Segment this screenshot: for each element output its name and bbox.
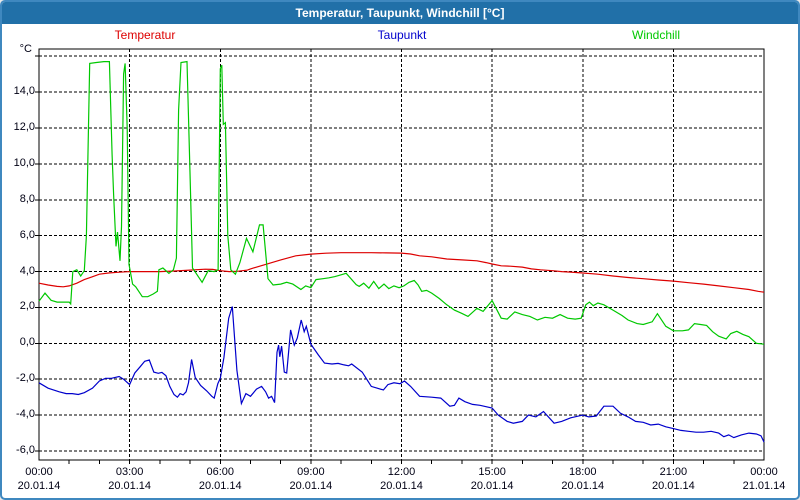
x-tick-date-label: 20.01.14 — [17, 480, 61, 492]
x-tick-date-label: 20.01.14 — [380, 480, 423, 492]
y-tick-label: -2,0 — [16, 372, 35, 385]
y-tick-label: 10,0 — [13, 156, 35, 169]
legend-item-taupunkt: Taupunkt — [377, 28, 427, 42]
plot-frame — [38, 48, 765, 461]
y-tick-label: 4,0 — [19, 264, 35, 277]
y-tick-label: 2,0 — [19, 300, 35, 313]
window-title: Temperatur, Taupunkt, Windchill [°C] — [295, 6, 505, 20]
x-tick-date-label: 20.01.14 — [108, 480, 152, 492]
legend-item-windchill: Windchill — [631, 28, 681, 42]
y-tick-label: -6,0 — [16, 444, 35, 457]
x-tick-label: 03:00 20.01.14 — [98, 465, 162, 493]
x-tick-date-label: 20.01.14 — [198, 480, 242, 492]
x-tick-label: 18:00 20.01.14 — [551, 465, 615, 493]
x-tick-label: 09:00 20.01.14 — [279, 465, 343, 493]
x-tick-label: 12:00 20.01.14 — [370, 465, 434, 493]
x-tick-time-label: 09:00 — [297, 466, 325, 478]
x-tick-time-label: 06:00 — [206, 466, 235, 478]
x-tick-time-label: 21:00 — [659, 466, 688, 478]
x-tick-time-label: 18:00 — [568, 466, 597, 478]
y-axis-unit-label: °C — [19, 43, 32, 55]
x-tick-date-label: 21.01.14 — [742, 480, 786, 492]
x-tick-label: 00:00 21.01.14 — [732, 465, 796, 493]
x-tick-date-label: 20.01.14 — [651, 480, 695, 492]
y-tick-label: 8,0 — [19, 192, 35, 205]
x-tick-date-label: 20.01.14 — [470, 480, 514, 492]
chart-canvas — [35, 48, 765, 464]
y-tick-label: 14,0 — [13, 85, 35, 98]
y-tick-label: 12,0 — [13, 120, 35, 133]
x-tick-label: 15:00 20.01.14 — [460, 465, 524, 493]
x-tick-time-label: 00:00 — [25, 466, 53, 478]
series-line-temperatur — [38, 252, 765, 293]
x-tick-time-label: 15:00 — [478, 466, 506, 478]
y-tick-label: 6,0 — [19, 228, 35, 241]
x-tick-label: 06:00 20.01.14 — [188, 465, 252, 493]
x-tick-date-label: 20.01.14 — [289, 480, 333, 492]
x-tick-time-label: 03:00 — [115, 466, 144, 478]
x-tick-label: 21:00 20.01.14 — [641, 465, 705, 493]
y-tick-label: 0,0 — [19, 336, 35, 349]
x-tick-time-label: 12:00 — [387, 466, 416, 478]
series-line-taupunkt — [38, 306, 765, 443]
chart-legend: Temperatur Taupunkt Windchill — [2, 28, 798, 42]
y-tick-label: -4,0 — [16, 408, 35, 421]
x-tick-date-label: 20.01.14 — [561, 480, 605, 492]
x-tick-time-label: 00:00 — [750, 466, 778, 478]
x-tick-label: 00:00 20.01.14 — [7, 465, 71, 493]
series-line-windchill — [38, 60, 765, 345]
legend-item-temperatur: Temperatur — [114, 28, 176, 42]
window-titlebar[interactable]: Temperatur, Taupunkt, Windchill [°C] — [2, 2, 798, 24]
